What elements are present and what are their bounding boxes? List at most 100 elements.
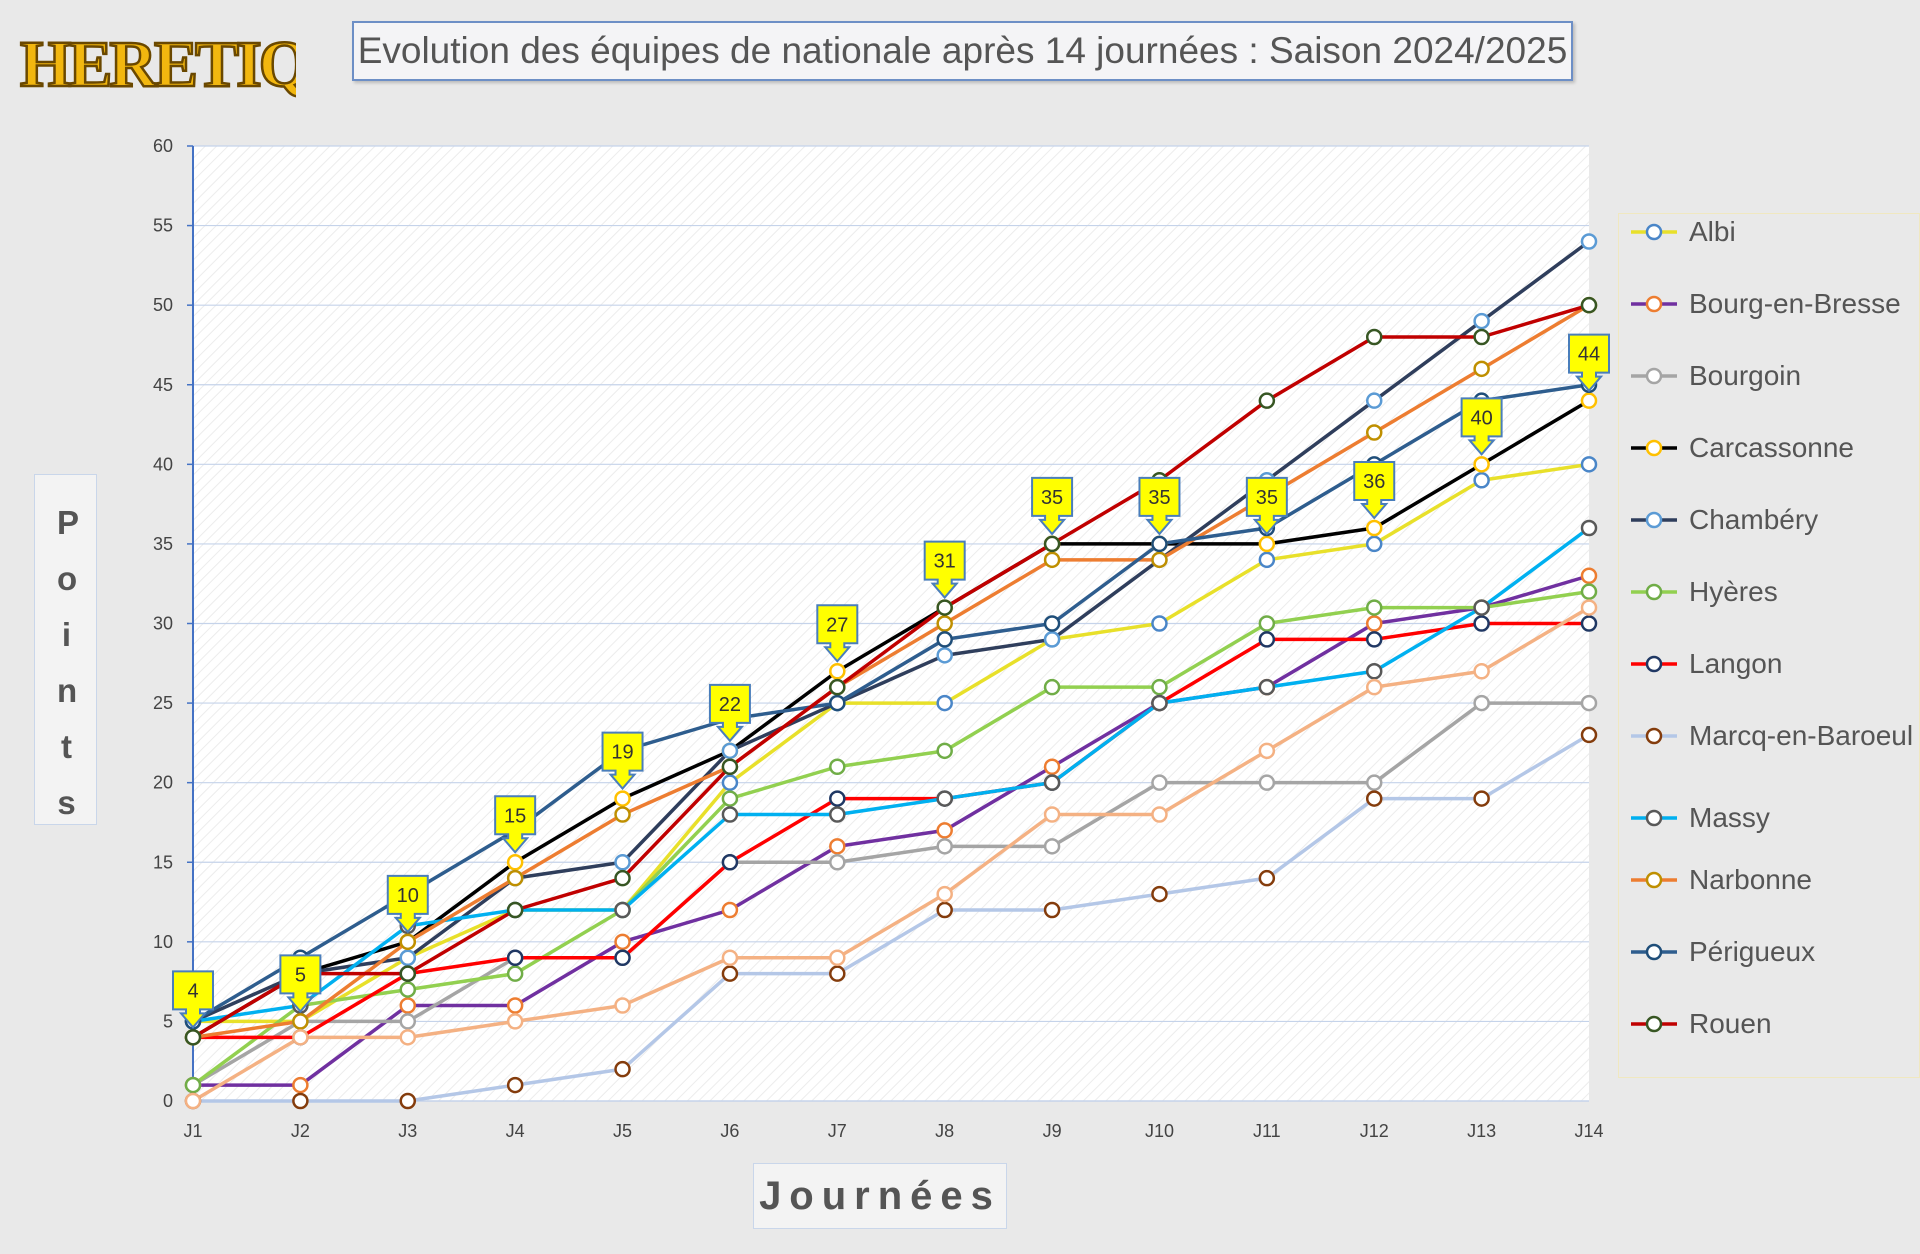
data-point [292,1013,309,1030]
data-point [1043,901,1061,919]
legend-swatch [1631,1015,1677,1033]
y-tick-label: 15 [153,852,173,872]
data-point [1151,806,1168,823]
data-point [829,949,846,966]
data-point [184,1076,202,1094]
data-point [1473,312,1490,330]
data-point [1365,790,1383,807]
data-point [829,838,846,855]
data-point [1258,535,1276,553]
y-tick-label: 10 [153,932,173,952]
data-point [292,1076,309,1094]
data-point [1473,328,1490,346]
data-point [1151,615,1168,632]
data-point [1580,296,1598,314]
legend-label: Carcassonne [1689,432,1854,463]
legend-item: Bourg-en-Bresse [1619,286,1919,326]
x-tick-label: J3 [398,1121,417,1141]
y-tick-label: 45 [153,375,173,395]
data-point [1151,535,1168,553]
data-point [506,869,524,887]
y-tick-label: 25 [153,693,173,713]
leader-callout-label: 35 [1256,487,1278,509]
leader-callout-label: 27 [826,614,848,636]
legend-item: Chambéry [1619,502,1919,542]
legend-label: Chambéry [1689,504,1819,535]
leader-callout-label: 5 [295,964,306,986]
chart-title: Evolution des équipes de nationale après… [357,30,1568,71]
leader-callout [494,795,537,854]
data-point [506,901,524,919]
leader-callout-label: 15 [504,805,526,827]
data-point [721,758,739,775]
x-tick-label: J6 [720,1121,739,1141]
data-point [614,933,631,951]
legend: Albi Bourg-en-Bresse Bourgoin Carcassonne Ch… [1618,213,1920,1078]
data-point [1258,631,1276,648]
legend-item: Albi [1619,214,1919,254]
data-point [829,758,846,775]
data-point [399,965,417,982]
data-point [1258,869,1276,887]
y-tick-label: 35 [153,534,173,554]
legend-swatch [1631,295,1677,313]
legend-label: Rouen [1689,1008,1772,1039]
data-point [1365,615,1383,632]
series-line [192,701,1589,1087]
data-point [399,1013,417,1030]
data-point [614,854,631,871]
data-point [829,663,846,680]
data-point [1473,599,1490,616]
leader-callout [1460,397,1503,456]
data-point [399,949,417,966]
legend-label: Marcq-en-Baroeul [1689,720,1914,751]
data-point [1365,424,1383,441]
data-point [1473,615,1490,632]
y-tick-label: 0 [163,1091,173,1111]
legend-marker [1645,511,1663,529]
data-point [614,806,631,823]
data-point [829,694,846,712]
data-point [936,647,953,664]
leader-callout-label: 44 [1578,344,1600,366]
series-line [193,462,1590,1024]
legend-marker [1645,367,1663,385]
data-point [936,822,953,839]
leader-callout [601,731,644,791]
data-point [614,790,631,807]
data-point [1473,472,1490,489]
leader-callout-label: 19 [611,742,633,764]
chart-title-box: Evolution des équipes de nationale après… [352,21,1573,81]
data-point [1043,838,1061,855]
series-line [192,526,1591,1024]
data-point [399,981,417,998]
data-point [829,965,846,982]
data-point [1258,615,1276,632]
legend-swatch [1631,871,1677,889]
data-point [1580,519,1598,537]
legend-marker [1645,1015,1663,1033]
x-axis-label: Journées [759,1173,1001,1218]
data-point [614,949,631,966]
data-point [399,997,417,1014]
data-point [829,678,846,696]
legend-item: Narbonne [1619,862,1919,902]
leader-callout-label: 22 [719,694,741,716]
legend-swatch [1631,367,1677,385]
series-line [192,240,1591,1024]
y-tick-label: 50 [153,295,173,315]
y-axis-label: Points [57,504,80,821]
legend-swatch [1631,583,1677,601]
legend-label: Hyères [1689,576,1778,607]
data-point [1580,392,1598,409]
x-tick-label: J4 [506,1121,525,1141]
data-point [936,742,953,760]
data-point [1365,519,1383,537]
data-point [506,997,524,1014]
legend-item: Massy [1619,800,1919,840]
data-point [506,965,524,982]
data-point [721,854,739,871]
data-point [506,1013,524,1030]
legend-swatch [1631,809,1677,827]
